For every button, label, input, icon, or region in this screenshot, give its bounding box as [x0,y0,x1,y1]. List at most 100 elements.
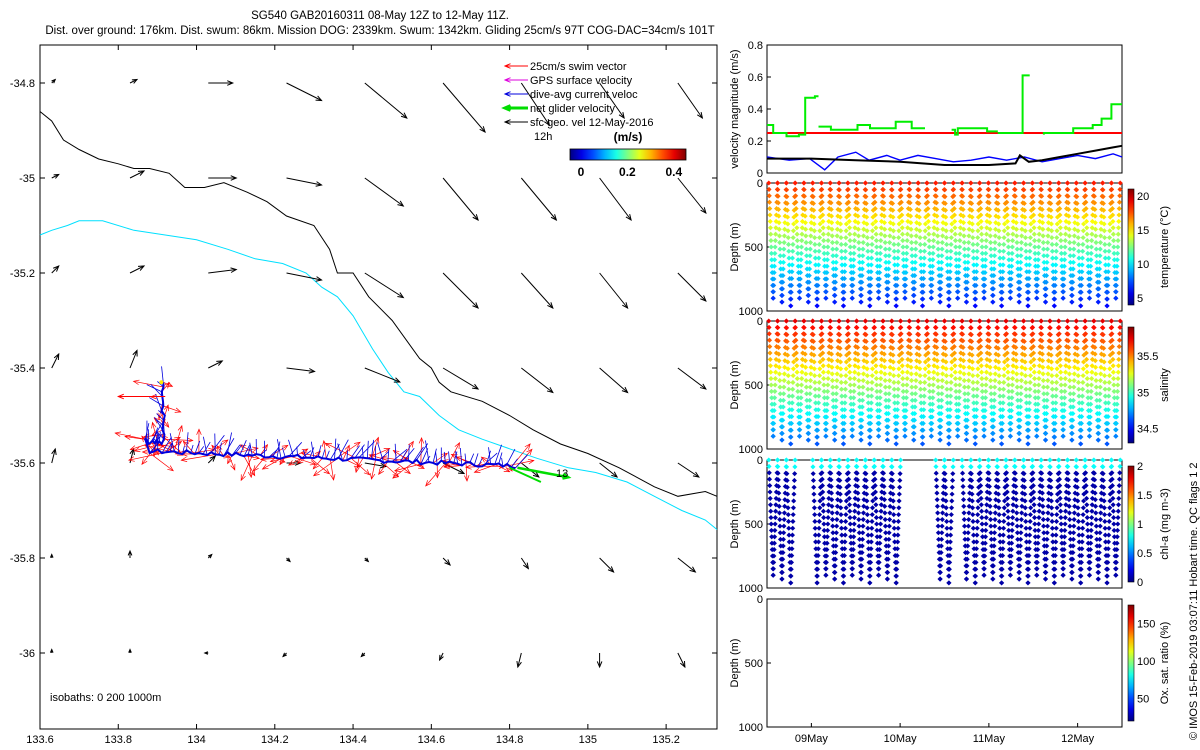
dive-sample-point [981,289,987,295]
dive-sample-point [871,324,877,330]
dive-sample-point [872,331,878,337]
y-tick-label: -35.8 [10,553,35,565]
arrow-head [279,458,285,466]
dive-sample-point [860,516,866,523]
dive-sample-point [896,373,902,379]
dive-sample-point [837,214,843,220]
dive-sample-point [928,289,934,295]
dive-sample-point [928,427,934,433]
arrow-head [354,466,360,474]
sfc-vector [208,360,224,369]
dive-sample-point [968,180,974,186]
dive-sample-point [845,457,851,463]
dive-sample-point [1047,187,1053,193]
dive-sample-point [1058,369,1064,375]
dive-sample-point [1116,199,1123,205]
dive-sample-point [1091,325,1097,331]
arrow-shaft [677,652,686,668]
dive-sample-point [1060,420,1066,426]
sfc-vector [442,557,451,566]
dive-sample-point [874,244,880,250]
dive-sample-point [789,393,795,399]
dive-sample-point [843,505,849,511]
dive-sample-point [898,457,904,463]
dive-sample-point [1039,213,1045,219]
x-tick-label: 134.8 [496,734,524,746]
dive-sample-point [1005,376,1011,382]
dive-sample-point [843,366,849,372]
arrow-shaft [599,177,632,221]
dive-sample-point [1084,502,1090,508]
dive-sample-point [1010,238,1016,244]
dive-sample-point [954,289,960,295]
dive-sample-point [943,366,949,372]
dive-sample-point [901,414,907,420]
dive-sample-point [941,180,948,186]
dive-sample-point [1057,218,1063,224]
dive-sample-point [884,563,890,569]
dive-sample-point [981,566,987,572]
dive-sample-point [1051,573,1057,579]
section-colorbar-tick: 35.5 [1137,351,1158,363]
dive-sample-point [990,437,996,443]
dive-sample-point [867,296,873,302]
dive-sample-point [1104,289,1110,295]
arrow-head [622,302,629,310]
sfc-vector [677,272,707,302]
dive-sample-point [896,359,902,365]
dive-sample-point [1007,433,1013,439]
dive-sample-point [1100,180,1106,186]
dive-sample-point [1009,257,1015,263]
sfc-vector [51,265,60,274]
dive-sample-point [1062,238,1068,244]
dive-sample-point [945,414,951,420]
dive-sample-point [847,382,853,388]
dive-sample-point [849,559,855,565]
dac-vector [219,442,222,455]
dive-sample-point [939,516,945,523]
dive-sample-point [1012,187,1018,193]
dive-sample-point [770,295,776,301]
arrow-shaft [494,464,510,473]
arrow-head [247,471,254,479]
dive-sample-point [796,289,802,295]
dive-sample-point [795,250,801,256]
dive-sample-point [981,559,987,565]
dive-sample-point [854,338,860,344]
dac-vector [404,447,415,461]
dive-sample-point [916,194,922,200]
dive-sample-point [838,241,844,247]
dive-sample-point [1016,424,1022,430]
dive-sample-point [939,239,945,246]
dive-sample-point [855,206,861,212]
dive-sample-point [1093,384,1099,390]
dive-sample-point [902,295,908,301]
dive-sample-point [1113,427,1119,433]
dive-sample-point [838,386,845,392]
dive-sample-point [864,235,870,241]
map-axes-frame [39,44,718,730]
dive-sample-point [1054,373,1060,379]
arrow-head [523,562,530,570]
dive-sample-point [786,393,792,399]
sfc-vector [286,177,323,187]
dive-sample-point [1074,194,1080,200]
dive-sample-point [781,239,787,246]
arrow-shaft [157,437,181,450]
sfc-vector [207,455,217,464]
dive-sample-point [1115,231,1121,237]
dive-sample-point [869,241,875,247]
dive-sample-point [1107,228,1113,234]
dive-sample-point [1033,559,1039,565]
sfc-vector [677,367,707,390]
dive-sample-point [904,231,910,237]
dive-sample-point [1047,194,1053,200]
dive-sample-point [946,296,952,302]
dive-sample-point [791,359,797,365]
arrow-shaft [164,405,169,416]
dive-sample-point [1041,523,1047,529]
dive-sample-point [818,318,825,324]
dive-sample-point [786,539,792,545]
dive-sample-point [796,433,803,439]
arrow-shaft [465,462,468,481]
